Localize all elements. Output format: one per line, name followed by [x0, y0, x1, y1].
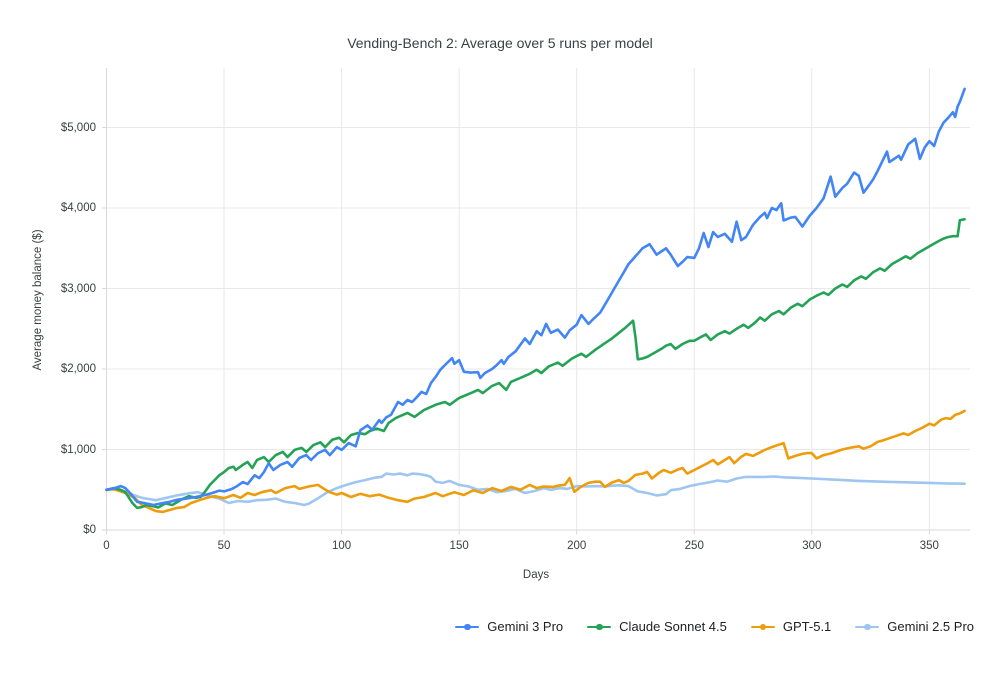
y-tick-label-3: $3,000 — [60, 282, 96, 295]
series-line-claude-sonnet-4-5 — [105, 218, 966, 510]
chart-title: Vending-Bench 2: Average over 5 runs per… — [347, 35, 653, 51]
series-line-gemini-3-pro — [105, 87, 966, 507]
legend-label: Gemini 3 Pro — [487, 619, 564, 634]
y-tick-label-4: $4,000 — [60, 202, 96, 214]
x-tick-label-0: 0 — [103, 540, 110, 552]
legend-marker-icon — [587, 622, 612, 632]
legend-label: Gemini 2.5 Pro — [887, 619, 974, 634]
y-tick-label-2: $2,000 — [60, 363, 96, 375]
y-tick-label-0: $0 — [83, 524, 96, 536]
y-tick-label-5: $5,000 — [60, 121, 96, 134]
x-axis-title: Days — [522, 569, 550, 581]
legend-item-gemini-3-pro: Gemini 3 Pro — [455, 619, 563, 634]
x-tick-label-50: 50 — [217, 540, 231, 552]
y-axis-title: Average money balance ($) — [32, 229, 44, 371]
x-tick-label-150: 150 — [449, 540, 469, 552]
legend: Gemini 3 Pro Claude Sonnet 4.5 GPT-5.1 Gemi… — [455, 619, 974, 634]
legend-label: GPT-5.1 — [782, 619, 832, 634]
legend-item-claude-sonnet-4-5: Claude Sonnet 4.5 — [587, 619, 727, 634]
legend-marker-icon — [455, 622, 480, 632]
series-line-gpt-5-1 — [105, 409, 966, 514]
series-line-gemini-2-5-pro — [105, 472, 966, 507]
legend-marker-icon — [750, 622, 775, 632]
legend-item-gpt-5-1: GPT-5.1 — [750, 619, 832, 634]
x-tick-label-100: 100 — [332, 540, 352, 552]
legend-marker-icon — [855, 622, 880, 632]
x-tick-label-300: 300 — [802, 540, 822, 552]
legend-label: Claude Sonnet 4.5 — [619, 619, 727, 634]
legend-item-gemini-2-5-pro: Gemini 2.5 Pro — [855, 619, 974, 634]
y-tick-label-1: $1,000 — [60, 443, 96, 456]
x-tick-label-350: 350 — [919, 540, 939, 552]
x-tick-label-200: 200 — [567, 540, 587, 552]
x-tick-label-250: 250 — [684, 540, 704, 552]
